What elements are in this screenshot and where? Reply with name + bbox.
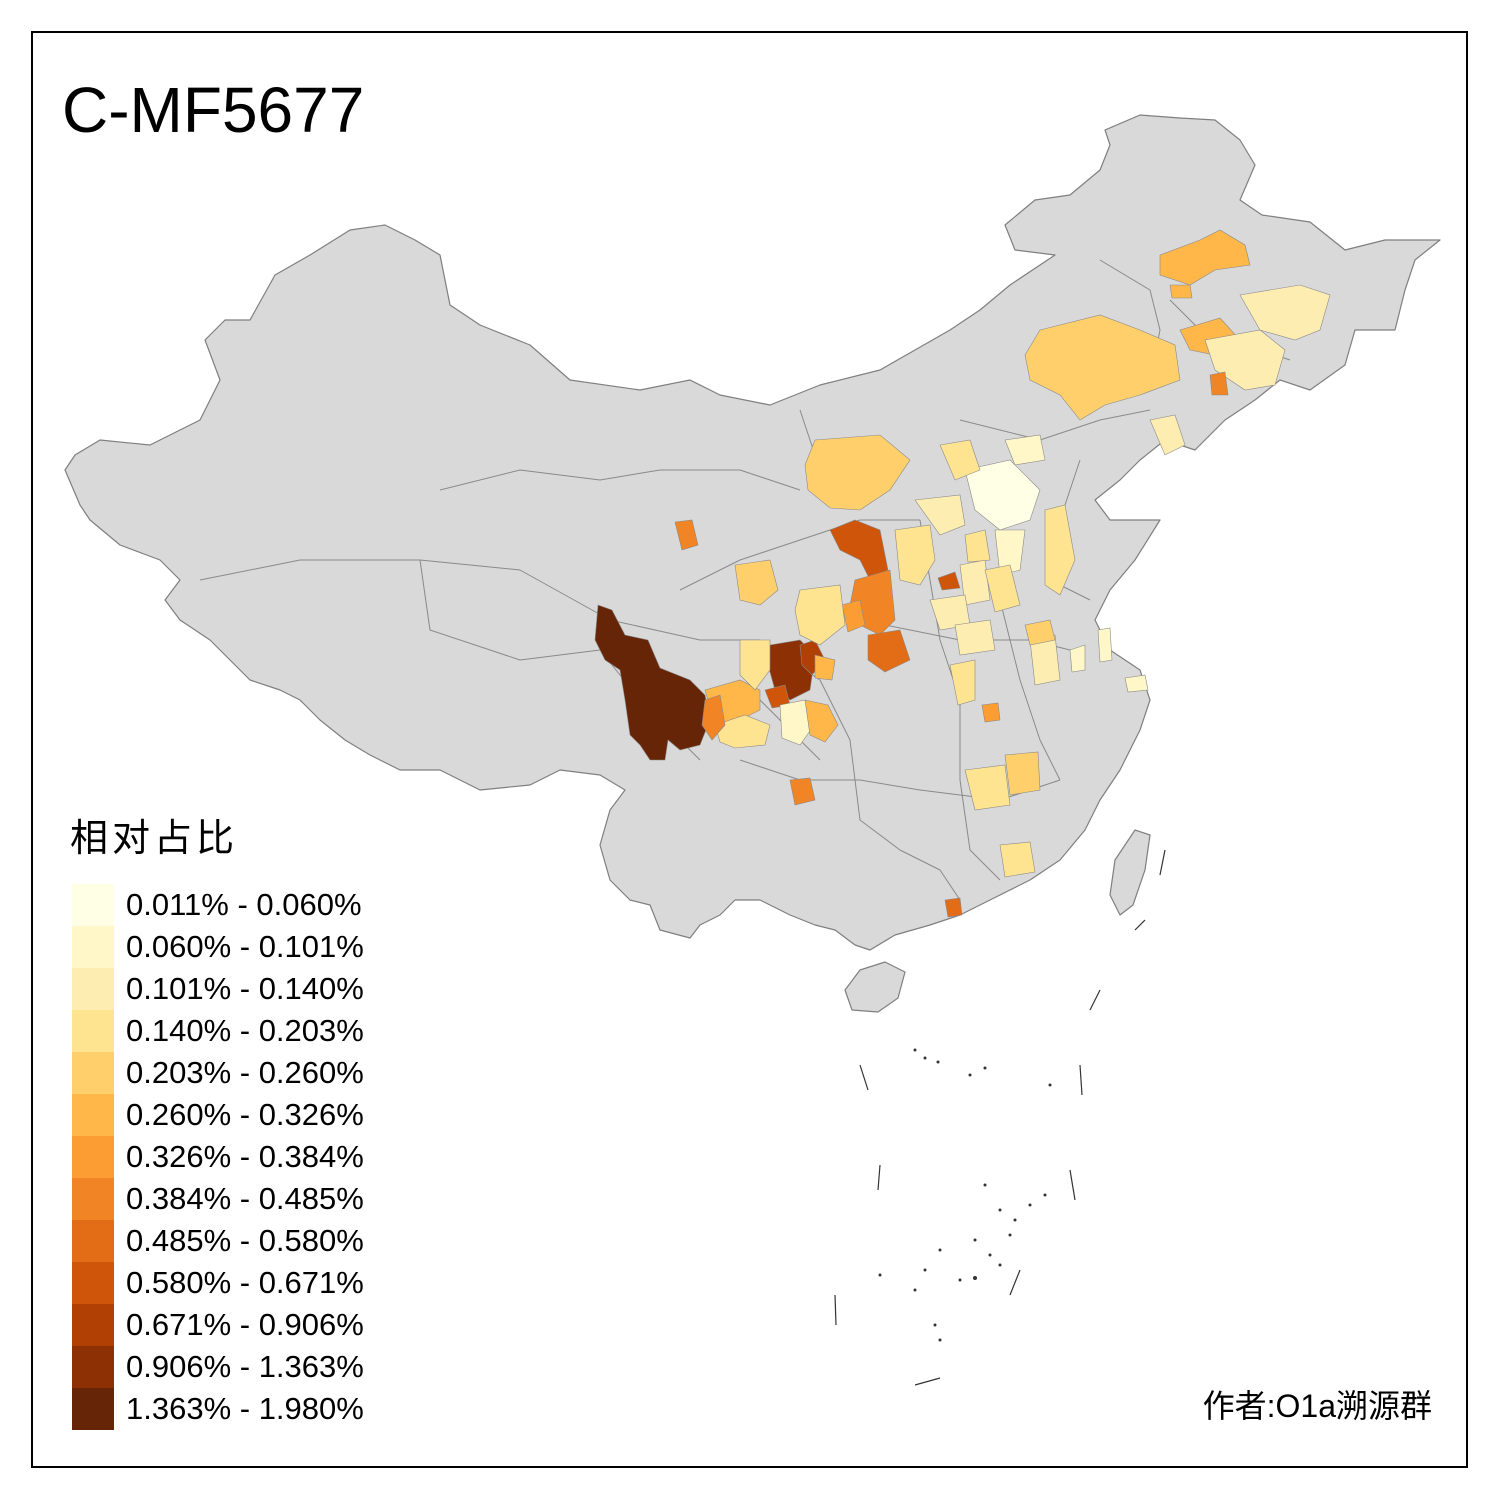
- legend-swatch: [72, 926, 114, 968]
- map-title: C-MF5677: [62, 74, 365, 146]
- region-shanxi-s: [959, 559, 991, 606]
- legend-swatch: [72, 1388, 114, 1430]
- region-sichuan-c5: [739, 639, 771, 691]
- map-frame: [31, 31, 1468, 1468]
- region-shaanxi-w: [841, 599, 866, 633]
- region-gansu-c: [734, 559, 779, 606]
- region-hubei: [949, 659, 976, 706]
- legend-item: 0.580% - 0.671%: [72, 1262, 432, 1304]
- region-henan-w: [937, 571, 961, 591]
- legend-item: 0.906% - 1.363%: [72, 1346, 432, 1388]
- legend-swatch: [72, 1094, 114, 1136]
- legend-label: 0.326% - 0.384%: [126, 1139, 364, 1174]
- region-chongqing-b: [804, 699, 839, 743]
- region-guangdong: [944, 897, 963, 918]
- region-henan-e: [964, 529, 991, 563]
- region-sichuan-c6: [701, 694, 726, 741]
- region-hubei-e: [981, 702, 1001, 723]
- legend-label: 0.906% - 1.363%: [126, 1349, 364, 1384]
- legend-swatch: [72, 1304, 114, 1346]
- region-anhui-n: [1024, 619, 1056, 646]
- legend-item: 0.011% - 0.060%: [72, 884, 432, 926]
- region-shandong-w: [1044, 504, 1076, 596]
- region-jiangsu: [1069, 644, 1086, 673]
- legend-swatch: [72, 1136, 114, 1178]
- legend-swatch: [72, 884, 114, 926]
- taiwan: [1109, 829, 1151, 916]
- region-guizhou: [789, 777, 816, 806]
- legend-item: 0.060% - 0.101%: [72, 926, 432, 968]
- legend-label: 0.580% - 0.671%: [126, 1265, 364, 1300]
- region-sichuan-c4: [714, 714, 771, 749]
- legend-item: 0.485% - 0.580%: [72, 1220, 432, 1262]
- legend-label: 0.671% - 0.906%: [126, 1307, 364, 1342]
- legend-label: 0.203% - 0.260%: [126, 1055, 364, 1090]
- legend-label: 0.485% - 0.580%: [126, 1223, 364, 1258]
- region-sichuan-north: [814, 654, 836, 681]
- legend-label: 0.384% - 0.485%: [126, 1181, 364, 1216]
- region-ningxia-neimeng: [804, 434, 911, 511]
- legend-item: 0.101% - 0.140%: [72, 968, 432, 1010]
- region-jiangsu-e: [1097, 627, 1113, 663]
- legend-label: 0.060% - 0.101%: [126, 929, 364, 964]
- region-shanxi-c: [914, 494, 966, 536]
- region-shaanxi-s: [867, 629, 911, 673]
- legend-item: 0.326% - 0.384%: [72, 1136, 432, 1178]
- legend-item: 1.363% - 1.980%: [72, 1388, 432, 1430]
- legend-label: 0.140% - 0.203%: [126, 1013, 364, 1048]
- legend-item: 0.384% - 0.485%: [72, 1178, 432, 1220]
- legend-item: 0.260% - 0.326%: [72, 1094, 432, 1136]
- legend-item: 0.140% - 0.203%: [72, 1010, 432, 1052]
- region-neimeng-ne: [1159, 229, 1251, 286]
- region-shanghai: [1124, 674, 1149, 693]
- legend-item: 0.203% - 0.260%: [72, 1052, 432, 1094]
- region-hebei-n: [964, 459, 1041, 531]
- legend-swatch: [72, 1178, 114, 1220]
- legend-swatch: [72, 1010, 114, 1052]
- region-chongqing-a: [779, 699, 813, 746]
- region-ganzi: [594, 604, 711, 761]
- legend-swatch: [72, 1262, 114, 1304]
- legend-swatch: [72, 968, 114, 1010]
- region-liaoning: [1209, 371, 1229, 396]
- region-fujian: [999, 841, 1036, 878]
- legend: 0.011% - 0.060% 0.060% - 0.101% 0.101% - 0…: [72, 884, 432, 1430]
- region-qinghai-e: [674, 519, 699, 551]
- legend-label: 0.101% - 0.140%: [126, 971, 364, 1006]
- legend-swatch: [72, 1220, 114, 1262]
- region-liaoning-s: [1149, 414, 1186, 456]
- region-neimeng-c: [1024, 314, 1181, 421]
- region-jiangxi: [964, 764, 1011, 811]
- region-hebei-s: [994, 529, 1026, 576]
- region-hebei-ne: [1004, 434, 1046, 466]
- region-neimeng-ne2: [1169, 284, 1193, 299]
- region-gansu-se: [794, 584, 846, 646]
- hainan: [844, 961, 906, 1013]
- legend-swatch: [72, 1052, 114, 1094]
- region-shanxi-n: [894, 524, 936, 586]
- region-hebei-north: [939, 439, 981, 481]
- region-henan-s: [954, 619, 996, 656]
- region-jiangxi-e: [1004, 751, 1041, 796]
- legend-label: 0.011% - 0.060%: [126, 887, 362, 922]
- author-credit: 作者:O1a溯源群: [1202, 1388, 1432, 1424]
- region-henan-n: [984, 564, 1021, 613]
- legend-title: 相对占比: [70, 818, 239, 860]
- legend-label: 0.260% - 0.326%: [126, 1097, 364, 1132]
- legend-item: 0.671% - 0.906%: [72, 1304, 432, 1346]
- legend-label: 1.363% - 1.980%: [126, 1391, 364, 1426]
- legend-swatch: [72, 1346, 114, 1388]
